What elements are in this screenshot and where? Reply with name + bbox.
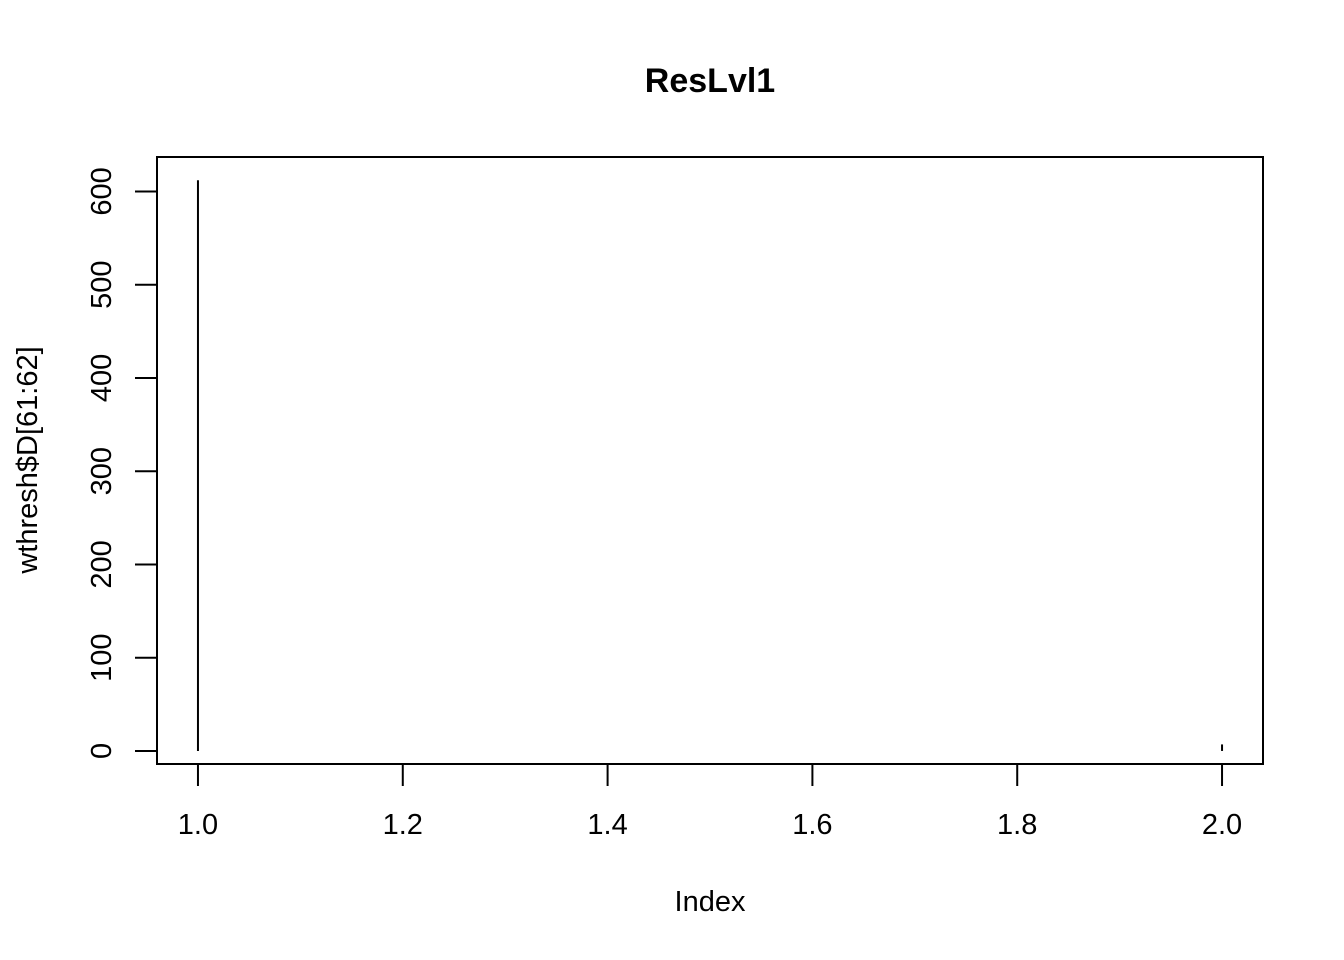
x-tick-label: 1.4 [587, 809, 627, 841]
x-axis-label: Index [675, 886, 746, 918]
y-axis: 0 100 200 300 400 500 600 [86, 167, 158, 759]
x-tick-label: 1.6 [792, 809, 832, 841]
x-tick-label: 1.8 [997, 809, 1037, 841]
data-marks [196, 180, 1224, 751]
plot-frame [156, 156, 1264, 765]
y-axis-label: wthresh$D[61:62] [12, 346, 44, 574]
y-tick-label: 300 [86, 447, 118, 495]
chart-title: ResLvl1 [645, 62, 775, 100]
y-tick-label: 100 [86, 634, 118, 682]
y-tick-label: 200 [86, 540, 118, 588]
x-tick-label: 1.0 [178, 809, 218, 841]
y-tick-label: 0 [86, 743, 118, 759]
x-tick-label: 1.2 [383, 809, 423, 841]
y-tick-label: 400 [86, 354, 118, 402]
x-axis: 1.0 1.2 1.4 1.6 1.8 2.0 [178, 763, 1242, 841]
x-tick-label: 2.0 [1202, 809, 1242, 841]
y-tick-label: 500 [86, 261, 118, 309]
y-tick-label: 600 [86, 167, 118, 215]
